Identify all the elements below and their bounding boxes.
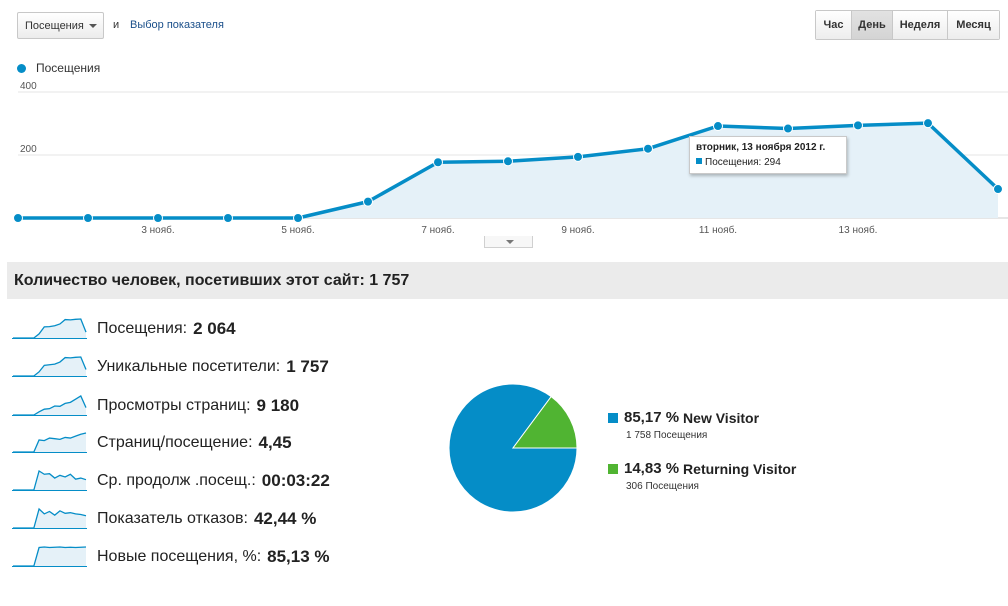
metric-row-pageviews[interactable]: Просмотры страниц: 9 180 — [12, 393, 299, 419]
series-dot-icon — [17, 63, 26, 73]
data-point[interactable] — [503, 156, 513, 167]
new-visitor-swatch-icon — [608, 412, 618, 423]
metric-value: 00:03:22 — [261, 471, 330, 490]
period-hour-button[interactable]: Час — [816, 11, 851, 39]
period-day-button[interactable]: День — [851, 11, 892, 39]
metric-value: 85,13 % — [267, 547, 330, 566]
pie-legend-returning: 14,83 % Returning Visitor 306 Посещения — [608, 460, 796, 492]
y-tick-label: 400 — [20, 81, 37, 92]
pie-legend-pct: 14,83 % — [624, 460, 680, 477]
metric-row-new-visits[interactable]: Новые посещения, %: 85,13 % — [12, 544, 330, 570]
tooltip-value-row: Посещения: 294 — [696, 155, 840, 170]
sparkline-area — [13, 357, 86, 376]
data-point[interactable] — [153, 213, 163, 223]
metric-row-bounce-rate[interactable]: Показатель отказов: 42,44 % — [12, 506, 316, 532]
data-point[interactable] — [83, 213, 93, 223]
data-point[interactable] — [13, 213, 23, 223]
metric-label: Показатель отказов: — [97, 510, 248, 527]
x-tick-label: 3 нояб. — [141, 224, 174, 236]
pie-legend-pct: 85,17 % — [624, 409, 680, 426]
chevron-down-icon — [89, 24, 97, 28]
sparkline-unique-visitors — [12, 356, 87, 377]
data-point[interactable] — [783, 123, 793, 134]
and-text: и — [113, 19, 120, 31]
sparkline-visits — [12, 318, 87, 339]
sparkline-area — [13, 396, 86, 415]
pie-legend-name: Returning Visitor — [683, 460, 797, 477]
pie-legend-sub: 1 758 Посещения — [626, 430, 708, 441]
pie-slice[interactable] — [449, 384, 578, 513]
summary-header: Количество человек, посетивших этот сайт… — [7, 262, 1008, 299]
metric-select-label: Посещения — [25, 19, 84, 32]
data-point[interactable] — [573, 151, 583, 162]
data-point[interactable] — [923, 118, 933, 129]
data-point[interactable] — [853, 120, 863, 131]
metric-value: 9 180 — [256, 396, 300, 415]
data-point[interactable] — [993, 184, 1003, 195]
metric-value: 42,44 % — [253, 509, 317, 528]
metric-row-unique-visitors[interactable]: Уникальные посетители: 1 757 — [12, 354, 329, 380]
metric-label: Просмотры страниц: — [97, 397, 251, 414]
pie-legend-new: 85,17 % New Visitor 1 758 Посещения — [608, 409, 759, 441]
data-point[interactable] — [713, 121, 723, 132]
data-point[interactable] — [223, 213, 233, 223]
data-point[interactable] — [433, 157, 443, 168]
metric-label: Ср. продолж .посещ.: — [97, 472, 256, 489]
metric-row-pages-per-visit[interactable]: Страниц/посещение: 4,45 — [12, 430, 292, 456]
y-tick-label: 200 — [20, 144, 37, 155]
metric-value: 4,45 — [258, 433, 292, 452]
chart-legend: Посещения — [17, 61, 100, 75]
metric-value: 2 064 — [193, 319, 236, 338]
sparkline-bounce-rate — [12, 507, 87, 529]
x-tick-label: 11 нояб. — [699, 224, 737, 236]
data-point[interactable] — [363, 196, 373, 207]
x-tick-label: 7 нояб. — [421, 224, 454, 236]
summary-title: Количество человек, посетивших этот сайт… — [14, 271, 410, 289]
metric-label: Уникальные посетители: — [97, 358, 281, 375]
metric-value: 1 757 — [286, 357, 329, 376]
visits-chart[interactable]: 400 200 3 нояб. 5 нояб. 7 нояб. 9 нояб. 11 ноя… — [0, 80, 1008, 238]
legend-label: Посещения — [36, 61, 101, 75]
pie-legend-name: New Visitor — [683, 409, 760, 426]
metric-label: Посещения: — [97, 320, 188, 337]
sparkline-area — [13, 319, 86, 338]
period-month-button[interactable]: Месяц — [947, 11, 999, 39]
tooltip-value: Посещения: 294 — [705, 157, 781, 168]
x-tick-label: 9 нояб. — [561, 224, 594, 236]
period-week-button[interactable]: Неделя — [892, 11, 947, 39]
returning-visitor-swatch-icon — [608, 463, 618, 474]
sparkline-area — [13, 547, 86, 566]
choose-metric-link[interactable]: Выбор показателя — [130, 19, 224, 31]
metric-label: Новые посещения, %: — [97, 548, 262, 565]
metric-label: Страниц/посещение: — [97, 434, 253, 451]
x-tick-label: 5 нояб. — [281, 224, 314, 236]
period-toggle-group: Час День Неделя Месяц — [815, 10, 1000, 40]
series-square-icon — [696, 158, 702, 164]
sparkline-pageviews — [12, 395, 87, 416]
sparkline-pages-per-visit — [12, 432, 87, 453]
chart-collapse-handle[interactable] — [484, 236, 533, 248]
sparkline-new-visits — [12, 546, 87, 567]
data-point[interactable] — [293, 213, 303, 223]
data-point[interactable] — [643, 143, 653, 154]
pie-legend-sub: 306 Посещения — [626, 481, 699, 492]
metric-row-visits[interactable]: Посещения: 2 064 — [12, 316, 236, 342]
chart-tooltip: вторник, 13 ноября 2012 г. Посещения: 29… — [689, 136, 847, 174]
metric-select[interactable]: Посещения — [17, 12, 104, 39]
visitor-type-pie[interactable] — [449, 384, 579, 514]
sparkline-area — [13, 509, 86, 528]
metric-row-avg-duration[interactable]: Ср. продолж .посещ.: 00:03:22 — [12, 468, 330, 494]
triangle-down-icon — [506, 240, 514, 244]
x-tick-label: 13 нояб. — [839, 224, 878, 236]
sparkline-avg-duration — [12, 469, 87, 491]
series-area — [18, 123, 998, 218]
pie-slice[interactable] — [512, 395, 578, 449]
tooltip-date: вторник, 13 ноября 2012 г. — [696, 142, 826, 153]
